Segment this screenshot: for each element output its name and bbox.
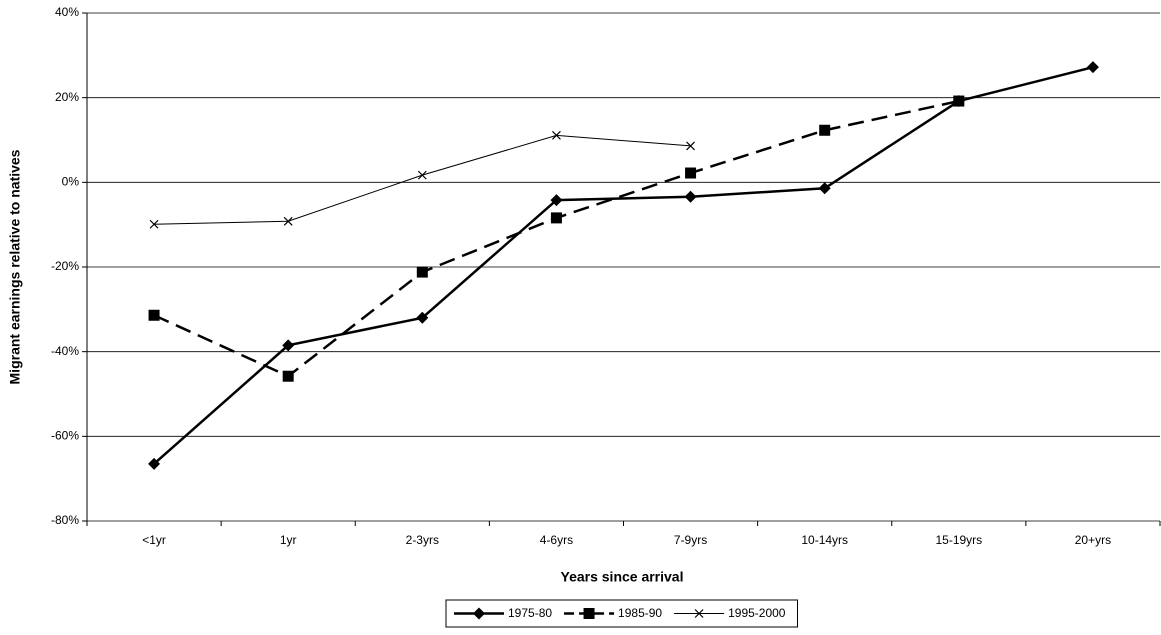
y-tick-label: 40% — [55, 5, 79, 19]
marker — [550, 212, 562, 224]
marker — [282, 370, 294, 382]
x-tick-label: <1yr — [142, 533, 166, 547]
marker — [148, 309, 160, 321]
x-tick-label: 1yr — [280, 533, 297, 547]
marker — [685, 167, 697, 179]
legend: 1975-80 1985-90 1995-2000 — [445, 599, 798, 628]
x-tick-label: 7-9yrs — [674, 533, 707, 547]
marker — [473, 607, 485, 620]
marker — [149, 219, 159, 229]
marker — [417, 170, 427, 180]
x-tick-label: 15-19yrs — [935, 533, 982, 547]
marker — [686, 141, 695, 151]
marker — [416, 266, 428, 278]
series-line — [153, 65, 1094, 465]
marker — [550, 194, 563, 207]
marker — [416, 311, 429, 324]
marker — [819, 124, 831, 136]
y-tick-label: 0% — [62, 175, 80, 189]
marker — [552, 130, 561, 140]
y-tick-label: -60% — [51, 429, 79, 443]
marker — [818, 182, 831, 195]
series-line — [154, 134, 691, 225]
marker — [148, 457, 161, 470]
legend-label: 1995-2000 — [728, 606, 786, 620]
y-tick-label: -40% — [51, 344, 79, 358]
marker — [1086, 61, 1099, 74]
marker — [953, 95, 965, 107]
marker — [694, 609, 704, 618]
legend-box — [445, 599, 798, 628]
marker — [684, 190, 697, 203]
marker — [583, 608, 595, 619]
y-tick-label: -80% — [51, 513, 79, 527]
x-axis-title: Years since arrival — [561, 569, 684, 585]
y-axis-title: Migrant earnings relative to natives — [7, 149, 23, 384]
marker — [283, 216, 293, 226]
y-tick-label: -20% — [51, 259, 79, 273]
series-line — [153, 99, 960, 378]
y-tick-label: 20% — [55, 90, 79, 104]
marker — [282, 339, 295, 352]
x-tick-label: 2-3yrs — [406, 533, 439, 547]
x-tick-label: 4-6yrs — [540, 533, 573, 547]
legend-label: 1985-90 — [618, 606, 662, 620]
x-tick-label: 20+yrs — [1075, 533, 1111, 547]
legend-label: 1975-80 — [508, 606, 552, 620]
x-tick-label: 10-14yrs — [801, 533, 848, 547]
